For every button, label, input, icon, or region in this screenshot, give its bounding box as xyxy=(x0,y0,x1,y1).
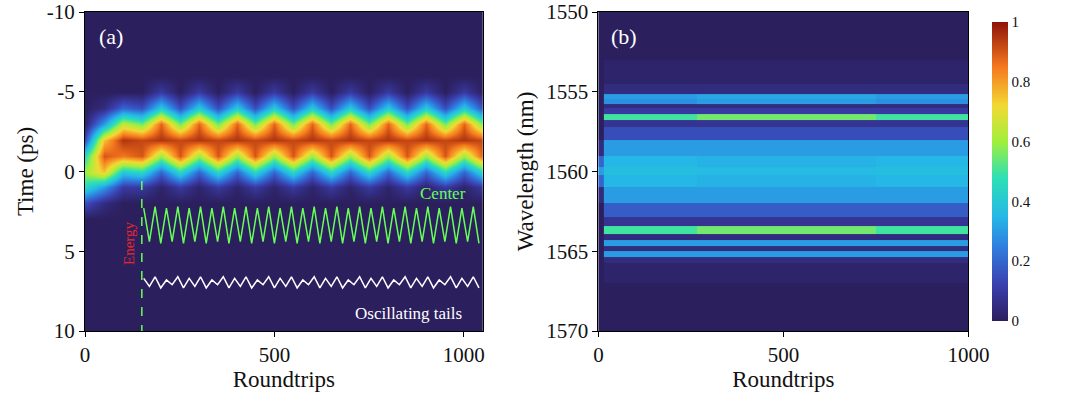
svg-text:500: 500 xyxy=(768,343,800,367)
svg-text:0.4: 0.4 xyxy=(1012,194,1031,210)
svg-text:5: 5 xyxy=(64,240,75,264)
svg-text:0: 0 xyxy=(80,343,91,367)
svg-text:0.2: 0.2 xyxy=(1012,253,1031,269)
svg-text:(b): (b) xyxy=(611,24,637,49)
svg-text:1560: 1560 xyxy=(546,160,588,184)
svg-text:Center: Center xyxy=(420,184,466,203)
svg-text:0: 0 xyxy=(64,160,75,184)
svg-text:500: 500 xyxy=(259,343,291,367)
svg-text:Time (ps): Time (ps) xyxy=(13,127,38,216)
svg-text:Energy: Energy xyxy=(121,221,137,265)
svg-text:0: 0 xyxy=(593,343,604,367)
svg-text:1: 1 xyxy=(1012,14,1020,30)
svg-text:0.6: 0.6 xyxy=(1012,134,1031,150)
svg-text:Roundtrips: Roundtrips xyxy=(732,367,834,392)
svg-text:Wavelength (nm): Wavelength (nm) xyxy=(513,92,538,252)
svg-text:1550: 1550 xyxy=(546,0,588,24)
svg-text:1000: 1000 xyxy=(443,343,485,367)
svg-text:0.8: 0.8 xyxy=(1012,74,1031,90)
svg-text:(a): (a) xyxy=(99,24,123,49)
svg-text:1555: 1555 xyxy=(546,80,588,104)
svg-text:Roundtrips: Roundtrips xyxy=(233,367,335,392)
svg-text:1000: 1000 xyxy=(947,343,989,367)
svg-text:Oscillating tails: Oscillating tails xyxy=(355,304,462,323)
svg-text:0: 0 xyxy=(1012,313,1020,329)
svg-text:-10: -10 xyxy=(47,0,75,24)
svg-text:1570: 1570 xyxy=(546,319,588,343)
svg-text:-5: -5 xyxy=(57,80,75,104)
svg-text:1565: 1565 xyxy=(546,240,588,264)
svg-text:10: 10 xyxy=(54,319,75,343)
